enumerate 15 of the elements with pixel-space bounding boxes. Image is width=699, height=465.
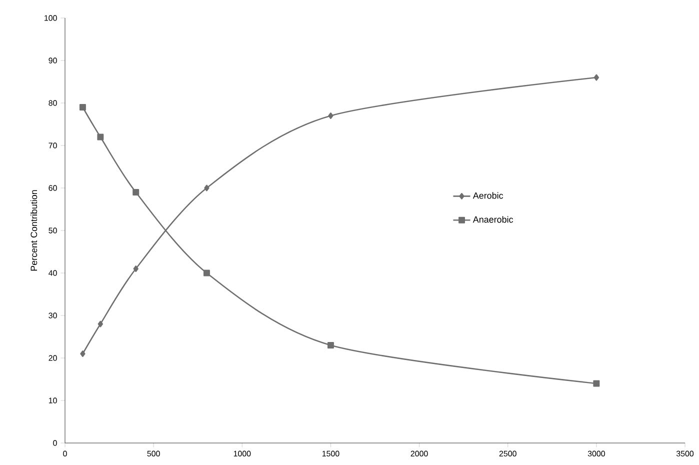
legend-label: Aerobic <box>472 192 504 199</box>
point <box>327 342 334 348</box>
point <box>97 134 104 140</box>
point <box>133 266 138 272</box>
point <box>204 184 210 192</box>
point <box>328 112 334 119</box>
legend-label: Anaerobic <box>472 216 514 223</box>
point <box>132 189 140 196</box>
point <box>98 320 104 328</box>
point <box>203 270 210 276</box>
point <box>593 380 600 387</box>
point <box>80 350 86 357</box>
y-axis-title: Percent Contribution <box>30 190 38 271</box>
point <box>594 74 600 81</box>
point <box>79 104 86 110</box>
